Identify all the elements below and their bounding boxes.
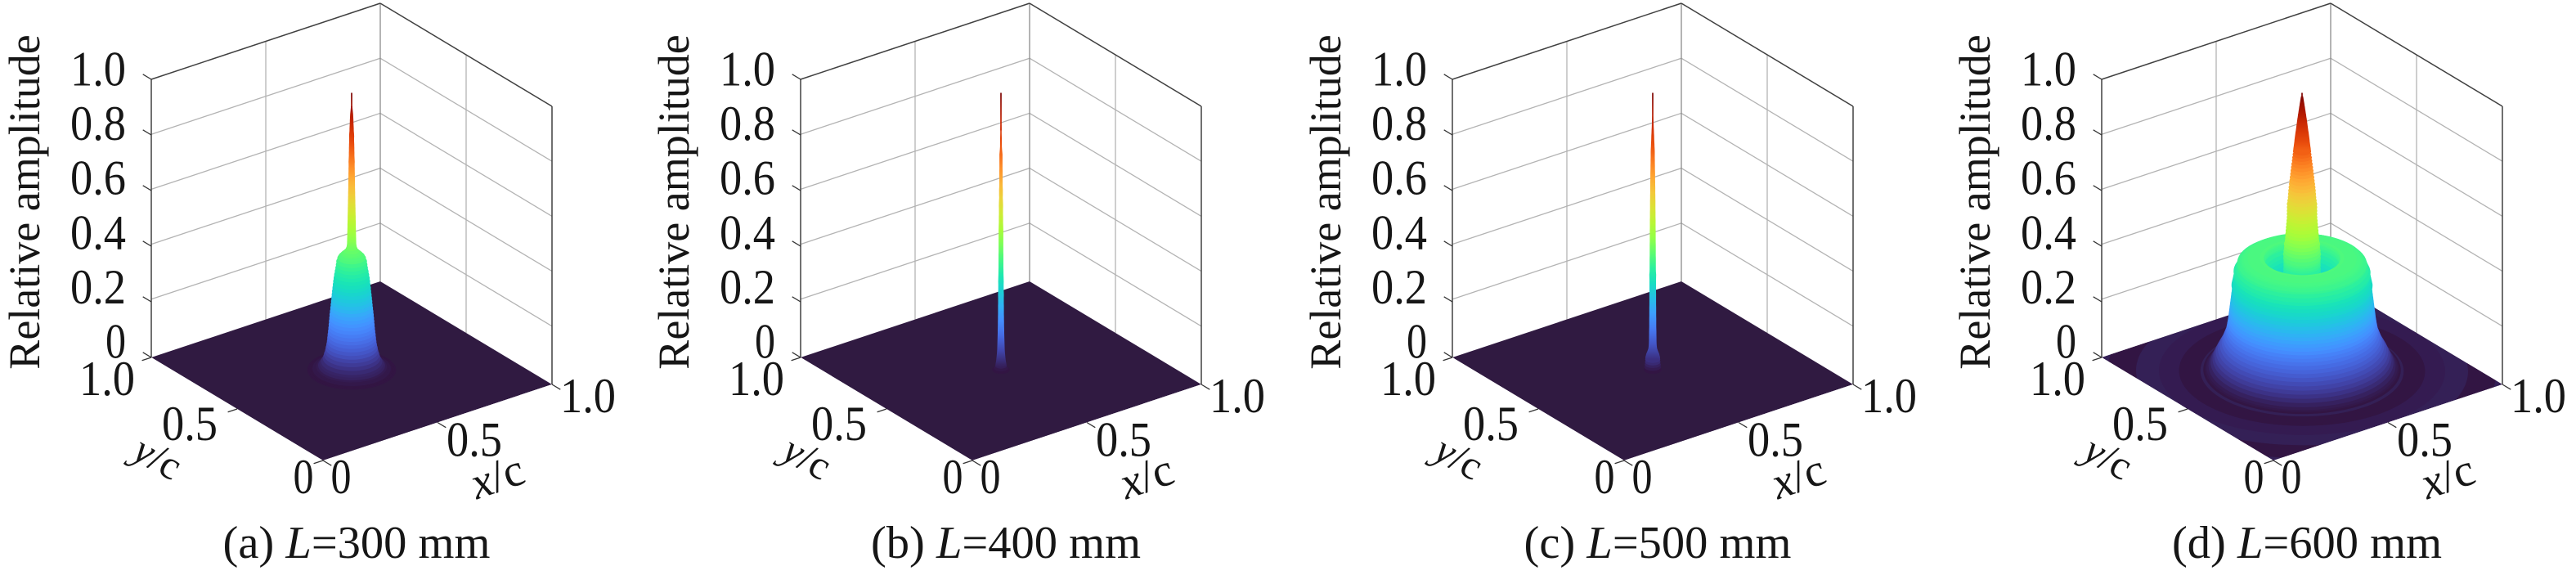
svg-text:0: 0	[2282, 450, 2302, 504]
svg-text:0.4: 0.4	[2021, 205, 2076, 259]
svg-text:Relative amplitude: Relative amplitude	[1950, 34, 1999, 369]
svg-text:0.4: 0.4	[70, 205, 126, 259]
svg-text:0.6: 0.6	[1371, 151, 1427, 205]
svg-text:0.2: 0.2	[70, 260, 126, 314]
svg-text:0.5: 0.5	[447, 413, 502, 467]
svg-text:1.0: 1.0	[70, 43, 126, 97]
svg-text:0: 0	[981, 450, 1001, 504]
svg-text:0: 0	[105, 315, 126, 369]
svg-text:1.0: 1.0	[1371, 43, 1427, 97]
svg-text:1.0: 1.0	[1380, 352, 1436, 406]
svg-text:0: 0	[1595, 450, 1615, 504]
svg-text:0: 0	[1407, 315, 1427, 369]
svg-text:1.0: 1.0	[2030, 352, 2085, 406]
svg-text:0: 0	[2056, 315, 2076, 369]
svg-text:1.0: 1.0	[2511, 369, 2566, 423]
svg-text:(d) L=600 mm: (d) L=600 mm	[2172, 518, 2442, 568]
svg-text:0.8: 0.8	[720, 97, 775, 150]
svg-text:0: 0	[331, 450, 352, 504]
svg-text:0.2: 0.2	[1371, 260, 1427, 314]
svg-text:0: 0	[755, 315, 775, 369]
svg-text:0.5: 0.5	[1463, 397, 1519, 451]
svg-text:0.6: 0.6	[70, 151, 126, 205]
svg-text:0.4: 0.4	[1371, 205, 1427, 259]
svg-text:1.0: 1.0	[2021, 43, 2076, 97]
svg-text:0.5: 0.5	[2112, 397, 2168, 451]
svg-text:0.8: 0.8	[2021, 97, 2076, 150]
svg-text:0.4: 0.4	[720, 205, 775, 259]
svg-text:0.5: 0.5	[811, 397, 867, 451]
svg-text:1.0: 1.0	[729, 352, 784, 406]
svg-text:1.0: 1.0	[1861, 369, 1917, 423]
svg-text:Relative amplitude: Relative amplitude	[649, 34, 698, 369]
svg-text:0.8: 0.8	[70, 97, 126, 150]
svg-text:0.5: 0.5	[1748, 413, 1803, 467]
svg-text:0.5: 0.5	[1096, 413, 1151, 467]
svg-text:(a) L=300 mm: (a) L=300 mm	[223, 518, 491, 568]
svg-text:0: 0	[2244, 450, 2264, 504]
svg-text:1.0: 1.0	[1209, 369, 1265, 423]
svg-text:0.8: 0.8	[1371, 97, 1427, 150]
svg-text:0.5: 0.5	[2397, 413, 2453, 467]
svg-text:0.6: 0.6	[720, 151, 775, 205]
svg-text:1.0: 1.0	[79, 352, 135, 406]
svg-text:0: 0	[943, 450, 963, 504]
svg-text:(b) L=400 mm: (b) L=400 mm	[871, 518, 1141, 568]
svg-text:0.2: 0.2	[2021, 260, 2076, 314]
svg-text:Relative amplitude: Relative amplitude	[0, 34, 49, 369]
svg-text:Relative amplitude: Relative amplitude	[1301, 34, 1350, 369]
svg-text:0.5: 0.5	[162, 397, 218, 451]
svg-text:0: 0	[1632, 450, 1653, 504]
svg-text:(c) L=500 mm: (c) L=500 mm	[1524, 518, 1792, 568]
svg-text:1.0: 1.0	[560, 369, 616, 423]
svg-text:0.2: 0.2	[720, 260, 775, 314]
svg-text:0.6: 0.6	[2021, 151, 2076, 205]
svg-text:1.0: 1.0	[720, 43, 775, 97]
svg-text:0: 0	[294, 450, 314, 504]
